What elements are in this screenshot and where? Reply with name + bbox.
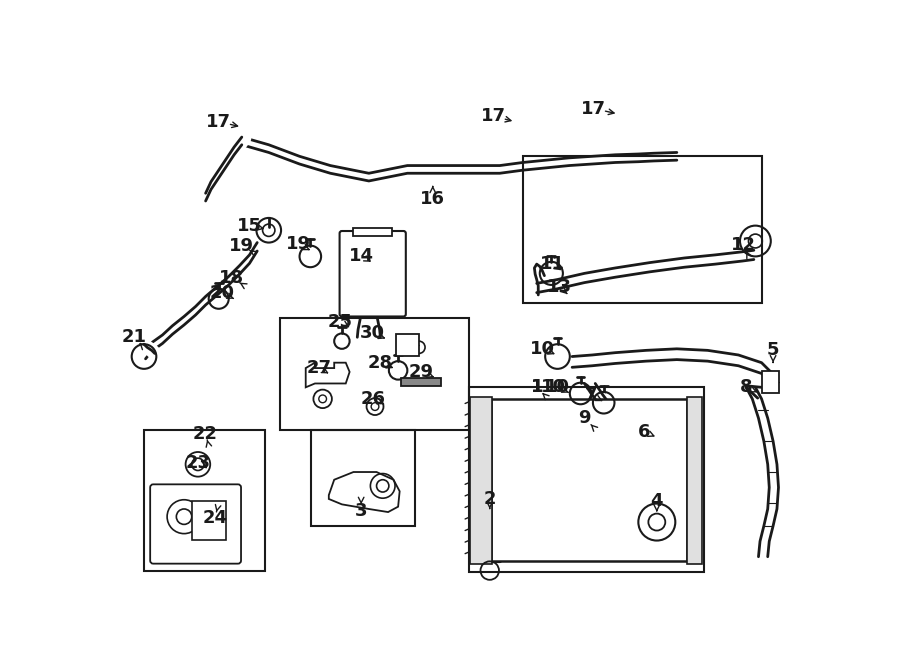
Bar <box>687 397 702 564</box>
Bar <box>491 399 687 561</box>
Text: 17: 17 <box>206 112 231 131</box>
Text: 17: 17 <box>482 107 506 126</box>
Text: 15: 15 <box>237 217 262 235</box>
Text: 20: 20 <box>210 284 235 302</box>
Text: 17: 17 <box>581 100 607 118</box>
Text: 5: 5 <box>767 341 779 360</box>
Bar <box>280 318 469 430</box>
Text: 24: 24 <box>202 509 228 527</box>
Bar <box>311 430 415 526</box>
Text: 10: 10 <box>545 378 570 397</box>
Text: 14: 14 <box>348 247 374 266</box>
Bar <box>396 334 418 356</box>
Text: 12: 12 <box>731 236 756 254</box>
Text: 18: 18 <box>220 269 245 287</box>
Text: 11: 11 <box>540 255 564 273</box>
Text: 27: 27 <box>306 359 331 377</box>
Bar <box>523 156 761 303</box>
Text: 3: 3 <box>355 502 367 520</box>
Text: 1: 1 <box>530 378 543 397</box>
Text: 10: 10 <box>541 378 566 397</box>
Text: 21: 21 <box>122 329 147 346</box>
Bar <box>192 501 227 540</box>
Text: 28: 28 <box>368 354 393 371</box>
Bar <box>144 430 265 570</box>
Text: 30: 30 <box>360 325 385 342</box>
Text: 1: 1 <box>530 378 543 397</box>
Text: 19: 19 <box>285 235 310 253</box>
Bar <box>354 228 392 235</box>
Text: 13: 13 <box>547 278 572 296</box>
Bar <box>471 397 492 564</box>
FancyBboxPatch shape <box>339 231 406 317</box>
Text: 29: 29 <box>409 363 434 381</box>
Text: 22: 22 <box>194 424 218 442</box>
Bar <box>401 378 441 386</box>
FancyBboxPatch shape <box>150 485 241 564</box>
Text: 10: 10 <box>529 340 554 358</box>
Text: 23: 23 <box>185 454 211 472</box>
Text: 19: 19 <box>230 237 255 254</box>
Text: 7: 7 <box>584 386 597 404</box>
Text: 16: 16 <box>420 190 446 208</box>
Text: 2: 2 <box>483 490 496 508</box>
Bar <box>762 371 779 393</box>
Text: 4: 4 <box>651 492 663 510</box>
Text: 26: 26 <box>360 390 385 408</box>
Text: 9: 9 <box>578 409 590 427</box>
Text: 6: 6 <box>638 423 651 441</box>
Text: 25: 25 <box>328 313 353 331</box>
Bar <box>469 387 704 572</box>
Text: 8: 8 <box>740 378 752 397</box>
